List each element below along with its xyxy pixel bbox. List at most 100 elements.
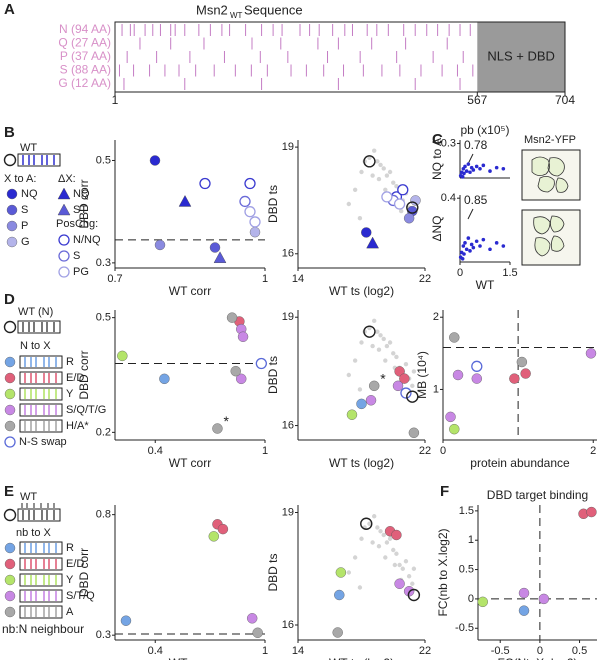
point [449, 423, 460, 435]
x-axis-label: protein abundance [470, 456, 570, 470]
point [520, 368, 531, 379]
point [4, 606, 16, 618]
point [393, 198, 406, 210]
point [478, 166, 482, 171]
point [397, 184, 409, 196]
point [464, 169, 469, 173]
background-point [384, 540, 390, 545]
point [3, 320, 17, 334]
y-tick-label: 0.2 [96, 426, 111, 438]
point [391, 529, 402, 541]
annotation: 0.78 [464, 138, 488, 152]
background-point [387, 340, 393, 345]
point [392, 380, 404, 392]
x-tick-label: 0 [537, 645, 543, 657]
x-axis-label: WT corr [169, 284, 211, 298]
background-point [370, 343, 375, 349]
x-tick-label: 1.5 [502, 267, 517, 279]
point [494, 165, 499, 170]
background-point [383, 555, 388, 560]
point [518, 587, 530, 599]
panel-label: B [4, 124, 15, 141]
point [332, 627, 343, 638]
point [394, 578, 405, 589]
background-point [391, 351, 396, 356]
row-label: P (37 AA) [60, 49, 111, 63]
background-point [403, 361, 409, 367]
point [249, 226, 261, 238]
point [516, 356, 528, 368]
point [255, 357, 267, 370]
image-title: Msn2-YFP [524, 134, 576, 146]
background-point [372, 318, 377, 324]
x-tick-label: 22 [419, 445, 431, 457]
point [58, 266, 70, 278]
point [406, 201, 419, 214]
panel-label: D [4, 291, 15, 308]
point [244, 177, 256, 190]
point [361, 227, 372, 238]
background-point [375, 159, 380, 164]
triangle-point [57, 187, 71, 200]
sequence-title-rest: Sequence [244, 2, 303, 17]
background-point [375, 525, 380, 530]
point [474, 164, 479, 169]
x-tick-label: 2 [590, 445, 596, 457]
y-tick-label: 0.3 [96, 629, 111, 641]
background-point [359, 536, 364, 541]
background-point [384, 173, 390, 178]
row-label: N (94 AA) [59, 22, 111, 36]
point-label: * [223, 413, 229, 429]
y-tick-label: 0.3 [96, 257, 111, 269]
legend-label: A [66, 606, 74, 618]
y-tick-label: 0.5 [96, 312, 111, 324]
point [474, 239, 479, 244]
background-point [370, 173, 375, 178]
point [4, 356, 16, 368]
point [4, 388, 16, 400]
background-point [359, 340, 364, 345]
point [4, 404, 16, 416]
sequence-frame [114, 21, 566, 93]
background-point [387, 169, 393, 175]
y-axis-label: DBD corr [77, 548, 91, 597]
y-tick-label: 19 [282, 506, 294, 518]
x-axis-label: WT ts (log2) [329, 456, 394, 470]
row-label: Q (27 AA) [58, 36, 111, 50]
y-axis-label: ΔNQ [430, 215, 444, 241]
y-axis-label: NQ to A [430, 138, 444, 180]
y-tick-label: 0.3 [441, 137, 456, 149]
legend-label: NQ [73, 188, 90, 200]
background-point [367, 521, 372, 526]
x-axis-label: WT ts (log2) [329, 656, 394, 660]
point [58, 234, 70, 246]
point [230, 365, 241, 377]
point [509, 373, 520, 384]
point [334, 589, 345, 601]
point [468, 170, 472, 175]
point [469, 242, 474, 247]
point [501, 244, 506, 248]
point [239, 195, 251, 208]
legend-label: R [66, 542, 74, 554]
point [381, 191, 393, 203]
point [226, 312, 238, 323]
background-point [391, 180, 396, 185]
x-tick-label: 1 [262, 645, 268, 657]
background-point [410, 581, 415, 586]
region [477, 22, 565, 92]
point [237, 331, 249, 342]
point [369, 380, 380, 392]
background-point [378, 333, 383, 338]
x-tick-label: 0.5 [572, 645, 587, 657]
panel-label: C [432, 131, 443, 148]
background-point [367, 155, 372, 160]
background-point [391, 547, 396, 553]
point [360, 517, 373, 530]
y-tick-label: 16 [282, 619, 294, 631]
point [452, 369, 464, 381]
background-point [346, 372, 351, 378]
point [4, 574, 16, 586]
legend-title: WT (N) [18, 306, 53, 318]
